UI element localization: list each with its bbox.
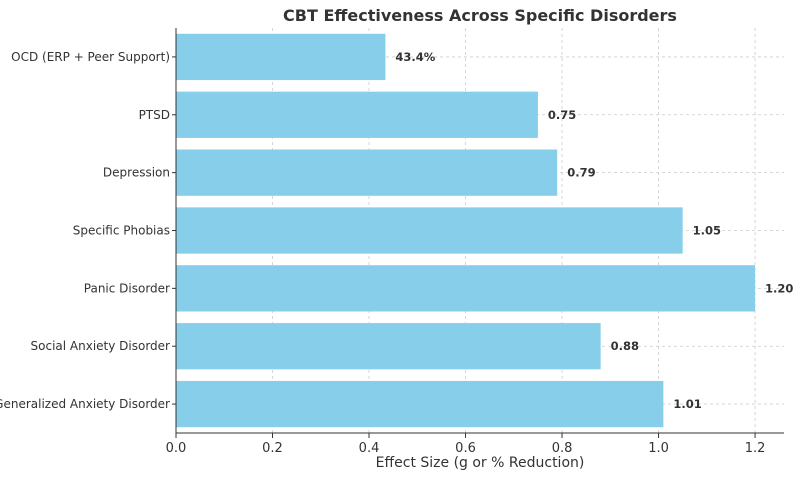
bar bbox=[176, 323, 601, 370]
axes-layer bbox=[172, 28, 784, 438]
x-tick-label: 0.8 bbox=[552, 441, 573, 456]
labels-layer: Generalized Anxiety Disorder 1.01 Social A… bbox=[0, 50, 793, 456]
category-label: Social Anxiety Disorder bbox=[31, 339, 171, 353]
bar bbox=[176, 149, 558, 196]
x-tick-label: 0.0 bbox=[166, 441, 187, 456]
data-label: 0.88 bbox=[611, 339, 639, 353]
category-label: Specific Phobias bbox=[73, 224, 170, 238]
category-label: Generalized Anxiety Disorder bbox=[0, 397, 170, 411]
data-label: 0.75 bbox=[548, 108, 576, 122]
x-axis-title: Effect Size (g or % Reduction) bbox=[376, 455, 585, 471]
x-tick-label: 0.2 bbox=[262, 441, 283, 456]
bar bbox=[176, 380, 664, 428]
x-tick-label: 0.4 bbox=[359, 441, 380, 456]
data-label: 0.79 bbox=[567, 166, 595, 180]
category-label: Panic Disorder bbox=[84, 281, 170, 295]
data-label: 43.4% bbox=[395, 50, 435, 64]
bar bbox=[176, 207, 683, 254]
category-label: OCD (ERP + Peer Support) bbox=[11, 50, 170, 64]
bar bbox=[176, 265, 756, 312]
data-label: 1.20 bbox=[765, 281, 793, 295]
x-tick-label: 1.2 bbox=[745, 441, 766, 456]
data-label: 1.05 bbox=[693, 224, 721, 238]
category-label: PTSD bbox=[139, 108, 170, 122]
chart-title: CBT Effectiveness Across Specific Disord… bbox=[283, 6, 677, 25]
data-label: 1.01 bbox=[673, 397, 701, 411]
x-tick-label: 1.0 bbox=[648, 441, 669, 456]
category-label: Depression bbox=[103, 166, 170, 180]
x-tick-label: 0.6 bbox=[455, 441, 476, 456]
bar bbox=[176, 91, 538, 138]
bar bbox=[176, 33, 386, 81]
bars-layer bbox=[176, 33, 756, 428]
